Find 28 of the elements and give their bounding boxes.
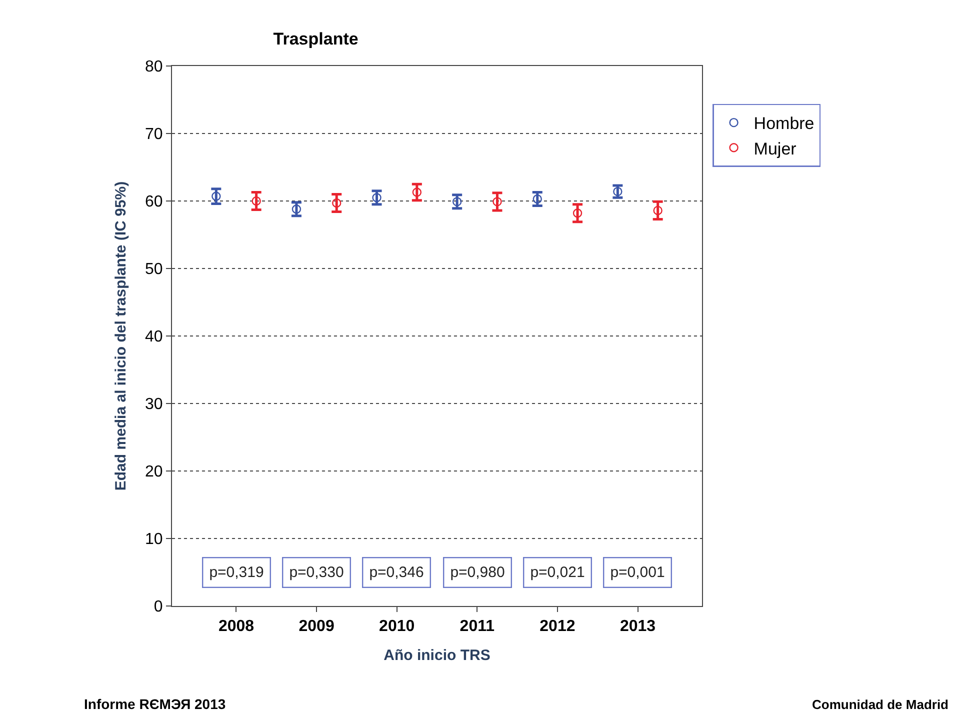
y-tick-label: 30	[145, 396, 163, 414]
y-tick-label: 80	[145, 58, 163, 76]
x-tick-label: 2012	[540, 618, 576, 636]
legend-label: Mujer	[754, 139, 797, 158]
x-axis-title: Año inicio TRS	[384, 647, 490, 664]
y-tick-label: 50	[145, 261, 163, 278]
x-tick-label: 2010	[379, 618, 415, 636]
y-tick-label: 70	[145, 126, 163, 144]
chart-title: Trasplante	[273, 29, 358, 48]
annotation: p=0,319	[209, 564, 264, 582]
y-tick-label: 20	[145, 464, 163, 481]
y-axis-title: Edad media al inicio del trasplante (IC 95%)	[112, 181, 130, 491]
annotation: p=0,980	[450, 564, 505, 582]
y-tick-label: 60	[145, 194, 163, 211]
x-tick-label: 2011	[460, 618, 495, 636]
y-tick-label: 0	[154, 598, 163, 616]
x-tick-label: 2013	[620, 618, 656, 636]
annotation: p=0,330	[289, 564, 344, 582]
annotation: p=0,001	[610, 564, 665, 582]
text: Informe RЄМЭЯ 2013	[84, 696, 226, 712]
y-tick-label: 10	[145, 531, 163, 548]
x-tick-label: 2009	[298, 618, 334, 636]
annotation: p=0,021	[530, 564, 585, 582]
legend-label: Hombre	[754, 114, 814, 134]
text: Comunidad de Madrid	[812, 697, 949, 712]
annotation: p=0,346	[369, 564, 424, 582]
y-tick-label: 40	[145, 328, 163, 346]
x-tick-label: 2008	[218, 618, 254, 636]
